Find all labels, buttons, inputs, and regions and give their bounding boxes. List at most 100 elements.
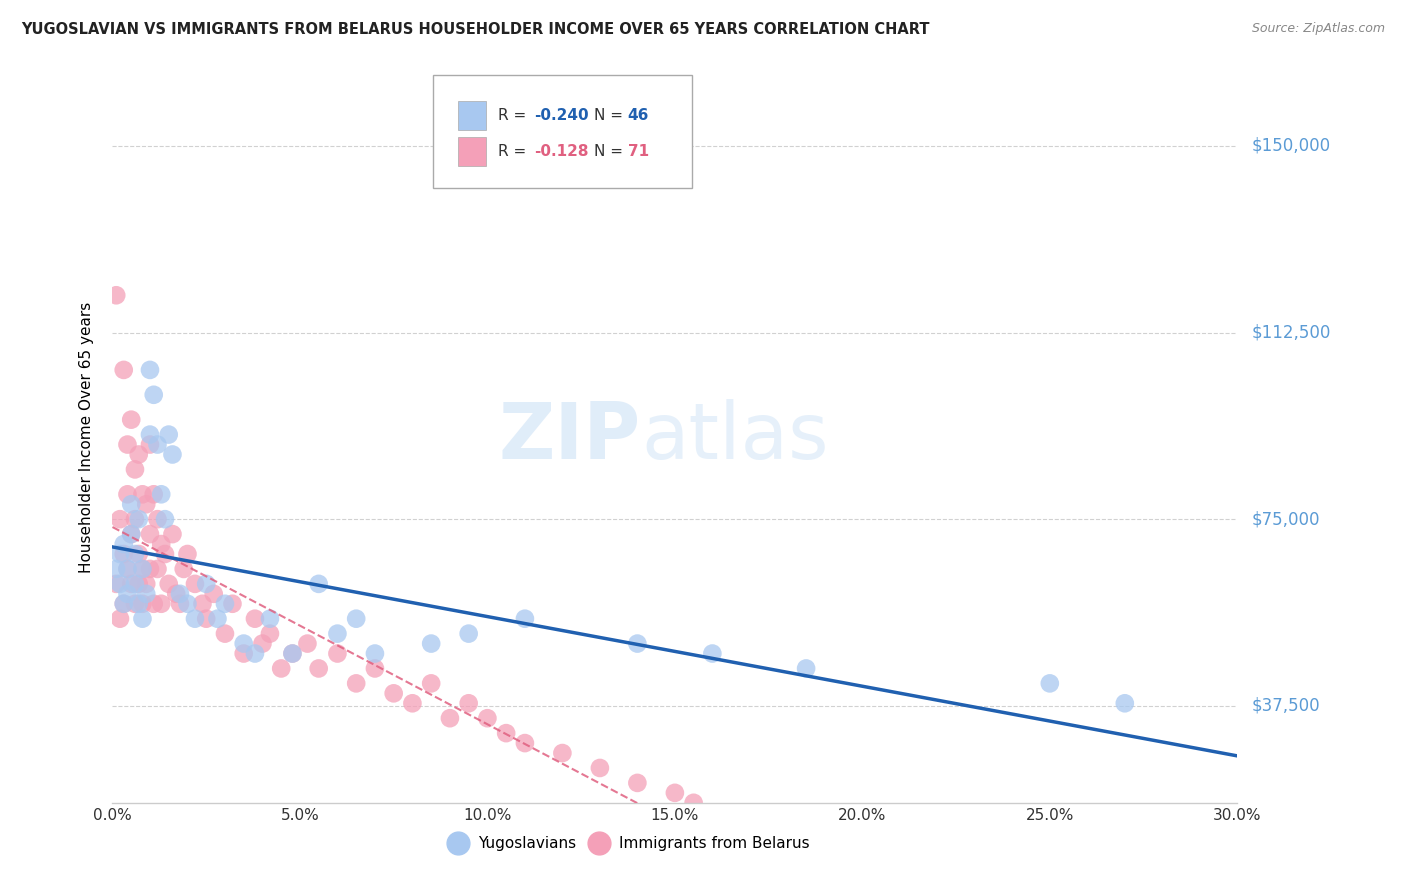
Point xyxy=(142,388,165,402)
Text: R =: R = xyxy=(498,145,536,160)
Point xyxy=(112,597,135,611)
Point xyxy=(495,726,517,740)
Point xyxy=(326,647,349,661)
Point xyxy=(344,676,367,690)
Point xyxy=(664,786,686,800)
Point xyxy=(626,636,648,650)
Point xyxy=(232,647,254,661)
Point xyxy=(124,512,146,526)
Text: 46: 46 xyxy=(627,108,650,123)
Point xyxy=(117,437,139,451)
Text: atlas: atlas xyxy=(641,399,828,475)
Point xyxy=(142,597,165,611)
Point xyxy=(165,587,187,601)
Point xyxy=(364,661,387,675)
Point xyxy=(364,647,387,661)
Point xyxy=(682,796,704,810)
Point xyxy=(139,562,162,576)
Point xyxy=(243,612,266,626)
Point xyxy=(124,547,146,561)
Point xyxy=(162,448,184,462)
Point xyxy=(112,363,135,377)
Point xyxy=(252,636,274,650)
Point xyxy=(124,577,146,591)
Point xyxy=(117,562,139,576)
Point xyxy=(191,597,214,611)
Point xyxy=(308,577,330,591)
Text: -0.128: -0.128 xyxy=(534,145,589,160)
Point xyxy=(420,636,443,650)
Point xyxy=(173,562,195,576)
Point xyxy=(105,577,128,591)
Point xyxy=(259,626,281,640)
Point xyxy=(513,736,536,750)
Point xyxy=(153,512,176,526)
Legend: Yugoslavians, Immigrants from Belarus: Yugoslavians, Immigrants from Belarus xyxy=(444,830,815,857)
Point xyxy=(176,597,198,611)
Point xyxy=(259,612,281,626)
Point xyxy=(589,761,612,775)
Text: YUGOSLAVIAN VS IMMIGRANTS FROM BELARUS HOUSEHOLDER INCOME OVER 65 YEARS CORRELAT: YUGOSLAVIAN VS IMMIGRANTS FROM BELARUS H… xyxy=(21,22,929,37)
Point xyxy=(157,577,180,591)
Point xyxy=(153,547,176,561)
Text: ZIP: ZIP xyxy=(499,399,641,475)
Point xyxy=(420,676,443,690)
Text: -0.240: -0.240 xyxy=(534,108,589,123)
Point xyxy=(382,686,405,700)
Point xyxy=(112,547,135,561)
Point xyxy=(117,487,139,501)
Point xyxy=(131,597,153,611)
Text: $112,500: $112,500 xyxy=(1251,324,1330,342)
Point xyxy=(1039,676,1062,690)
Text: Source: ZipAtlas.com: Source: ZipAtlas.com xyxy=(1251,22,1385,36)
Point xyxy=(150,537,173,551)
Point xyxy=(344,612,367,626)
Point xyxy=(128,577,150,591)
Point xyxy=(117,587,139,601)
Point xyxy=(117,562,139,576)
Point xyxy=(281,647,304,661)
Point xyxy=(702,811,724,825)
FancyBboxPatch shape xyxy=(458,137,486,167)
Text: N =: N = xyxy=(593,145,627,160)
Point xyxy=(184,577,207,591)
Point xyxy=(1114,696,1136,710)
Point xyxy=(146,562,169,576)
Point xyxy=(120,527,142,541)
Point xyxy=(135,577,157,591)
Point xyxy=(128,597,150,611)
Point xyxy=(128,448,150,462)
Point xyxy=(270,661,292,675)
Point xyxy=(176,547,198,561)
Point xyxy=(135,587,157,601)
Point xyxy=(139,363,162,377)
Point xyxy=(326,626,349,640)
Point xyxy=(626,776,648,790)
Point xyxy=(131,562,153,576)
Text: 71: 71 xyxy=(627,145,648,160)
Text: $150,000: $150,000 xyxy=(1251,137,1330,155)
Point xyxy=(146,512,169,526)
Point xyxy=(169,597,191,611)
Point xyxy=(120,412,142,426)
Point xyxy=(513,612,536,626)
FancyBboxPatch shape xyxy=(433,75,692,188)
Point xyxy=(139,437,162,451)
Point xyxy=(124,597,146,611)
Point xyxy=(105,562,128,576)
Point xyxy=(131,487,153,501)
Point xyxy=(551,746,574,760)
Point xyxy=(128,512,150,526)
Point xyxy=(108,577,131,591)
Point xyxy=(232,636,254,650)
Point xyxy=(477,711,499,725)
Text: $37,500: $37,500 xyxy=(1251,697,1320,714)
Point xyxy=(195,577,218,591)
Point xyxy=(162,527,184,541)
Point xyxy=(142,487,165,501)
Point xyxy=(457,626,479,640)
Point xyxy=(135,497,157,511)
Point xyxy=(146,437,169,451)
Point xyxy=(108,612,131,626)
Point xyxy=(120,527,142,541)
